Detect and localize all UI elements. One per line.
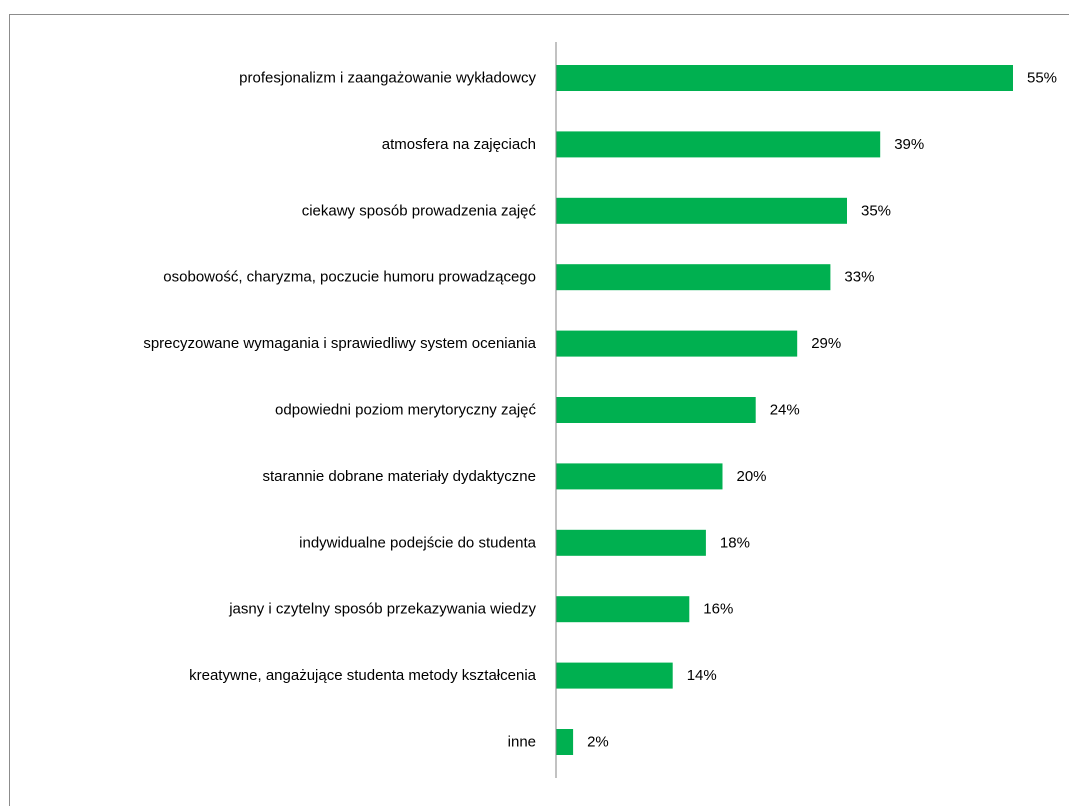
data-label: 39% bbox=[894, 136, 924, 153]
bars-group bbox=[556, 65, 1013, 755]
data-label: 20% bbox=[737, 468, 767, 485]
category-label: indywidualne podejście do studenta bbox=[299, 534, 536, 551]
data-label: 16% bbox=[703, 601, 733, 618]
bar bbox=[556, 197, 847, 224]
bar bbox=[556, 729, 574, 755]
bar bbox=[556, 397, 756, 423]
data-label: 18% bbox=[720, 534, 750, 551]
bar bbox=[556, 662, 673, 689]
data-label: 35% bbox=[861, 202, 891, 219]
bar bbox=[556, 529, 706, 556]
data-label: 55% bbox=[1027, 70, 1057, 87]
category-label: kreatywne, angażujące studenta metody ks… bbox=[189, 667, 537, 684]
category-label: profesjonalizm i zaangażowanie wykładowc… bbox=[239, 70, 536, 87]
category-label: ciekawy sposób prowadzenia zajęć bbox=[302, 202, 537, 219]
chart-frame bbox=[9, 14, 1069, 806]
bar bbox=[556, 463, 723, 490]
category-label: odpowiedni poziom merytoryczny zajęć bbox=[275, 402, 536, 419]
category-label: inne bbox=[508, 734, 536, 751]
category-label: jasny i czytelny sposób przekazywania wi… bbox=[228, 601, 536, 618]
category-label: osobowość, charyzma, poczucie humoru pro… bbox=[163, 269, 536, 286]
bar bbox=[556, 264, 831, 291]
data-label: 24% bbox=[770, 402, 800, 419]
category-label: sprecyzowane wymagania i sprawiedliwy sy… bbox=[143, 335, 536, 352]
data-label: 14% bbox=[687, 667, 717, 684]
data-label: 2% bbox=[587, 734, 609, 751]
bar bbox=[556, 131, 881, 158]
bar bbox=[556, 65, 1013, 91]
data-label: 29% bbox=[811, 335, 841, 352]
category-label: starannie dobrane materiały dydaktyczne bbox=[263, 468, 537, 485]
bar bbox=[556, 596, 690, 623]
bar bbox=[556, 330, 798, 357]
data-label: 33% bbox=[844, 269, 874, 286]
category-label: atmosfera na zajęciach bbox=[382, 136, 536, 153]
labels-group: profesjonalizm i zaangażowanie wykładowc… bbox=[143, 70, 1057, 751]
